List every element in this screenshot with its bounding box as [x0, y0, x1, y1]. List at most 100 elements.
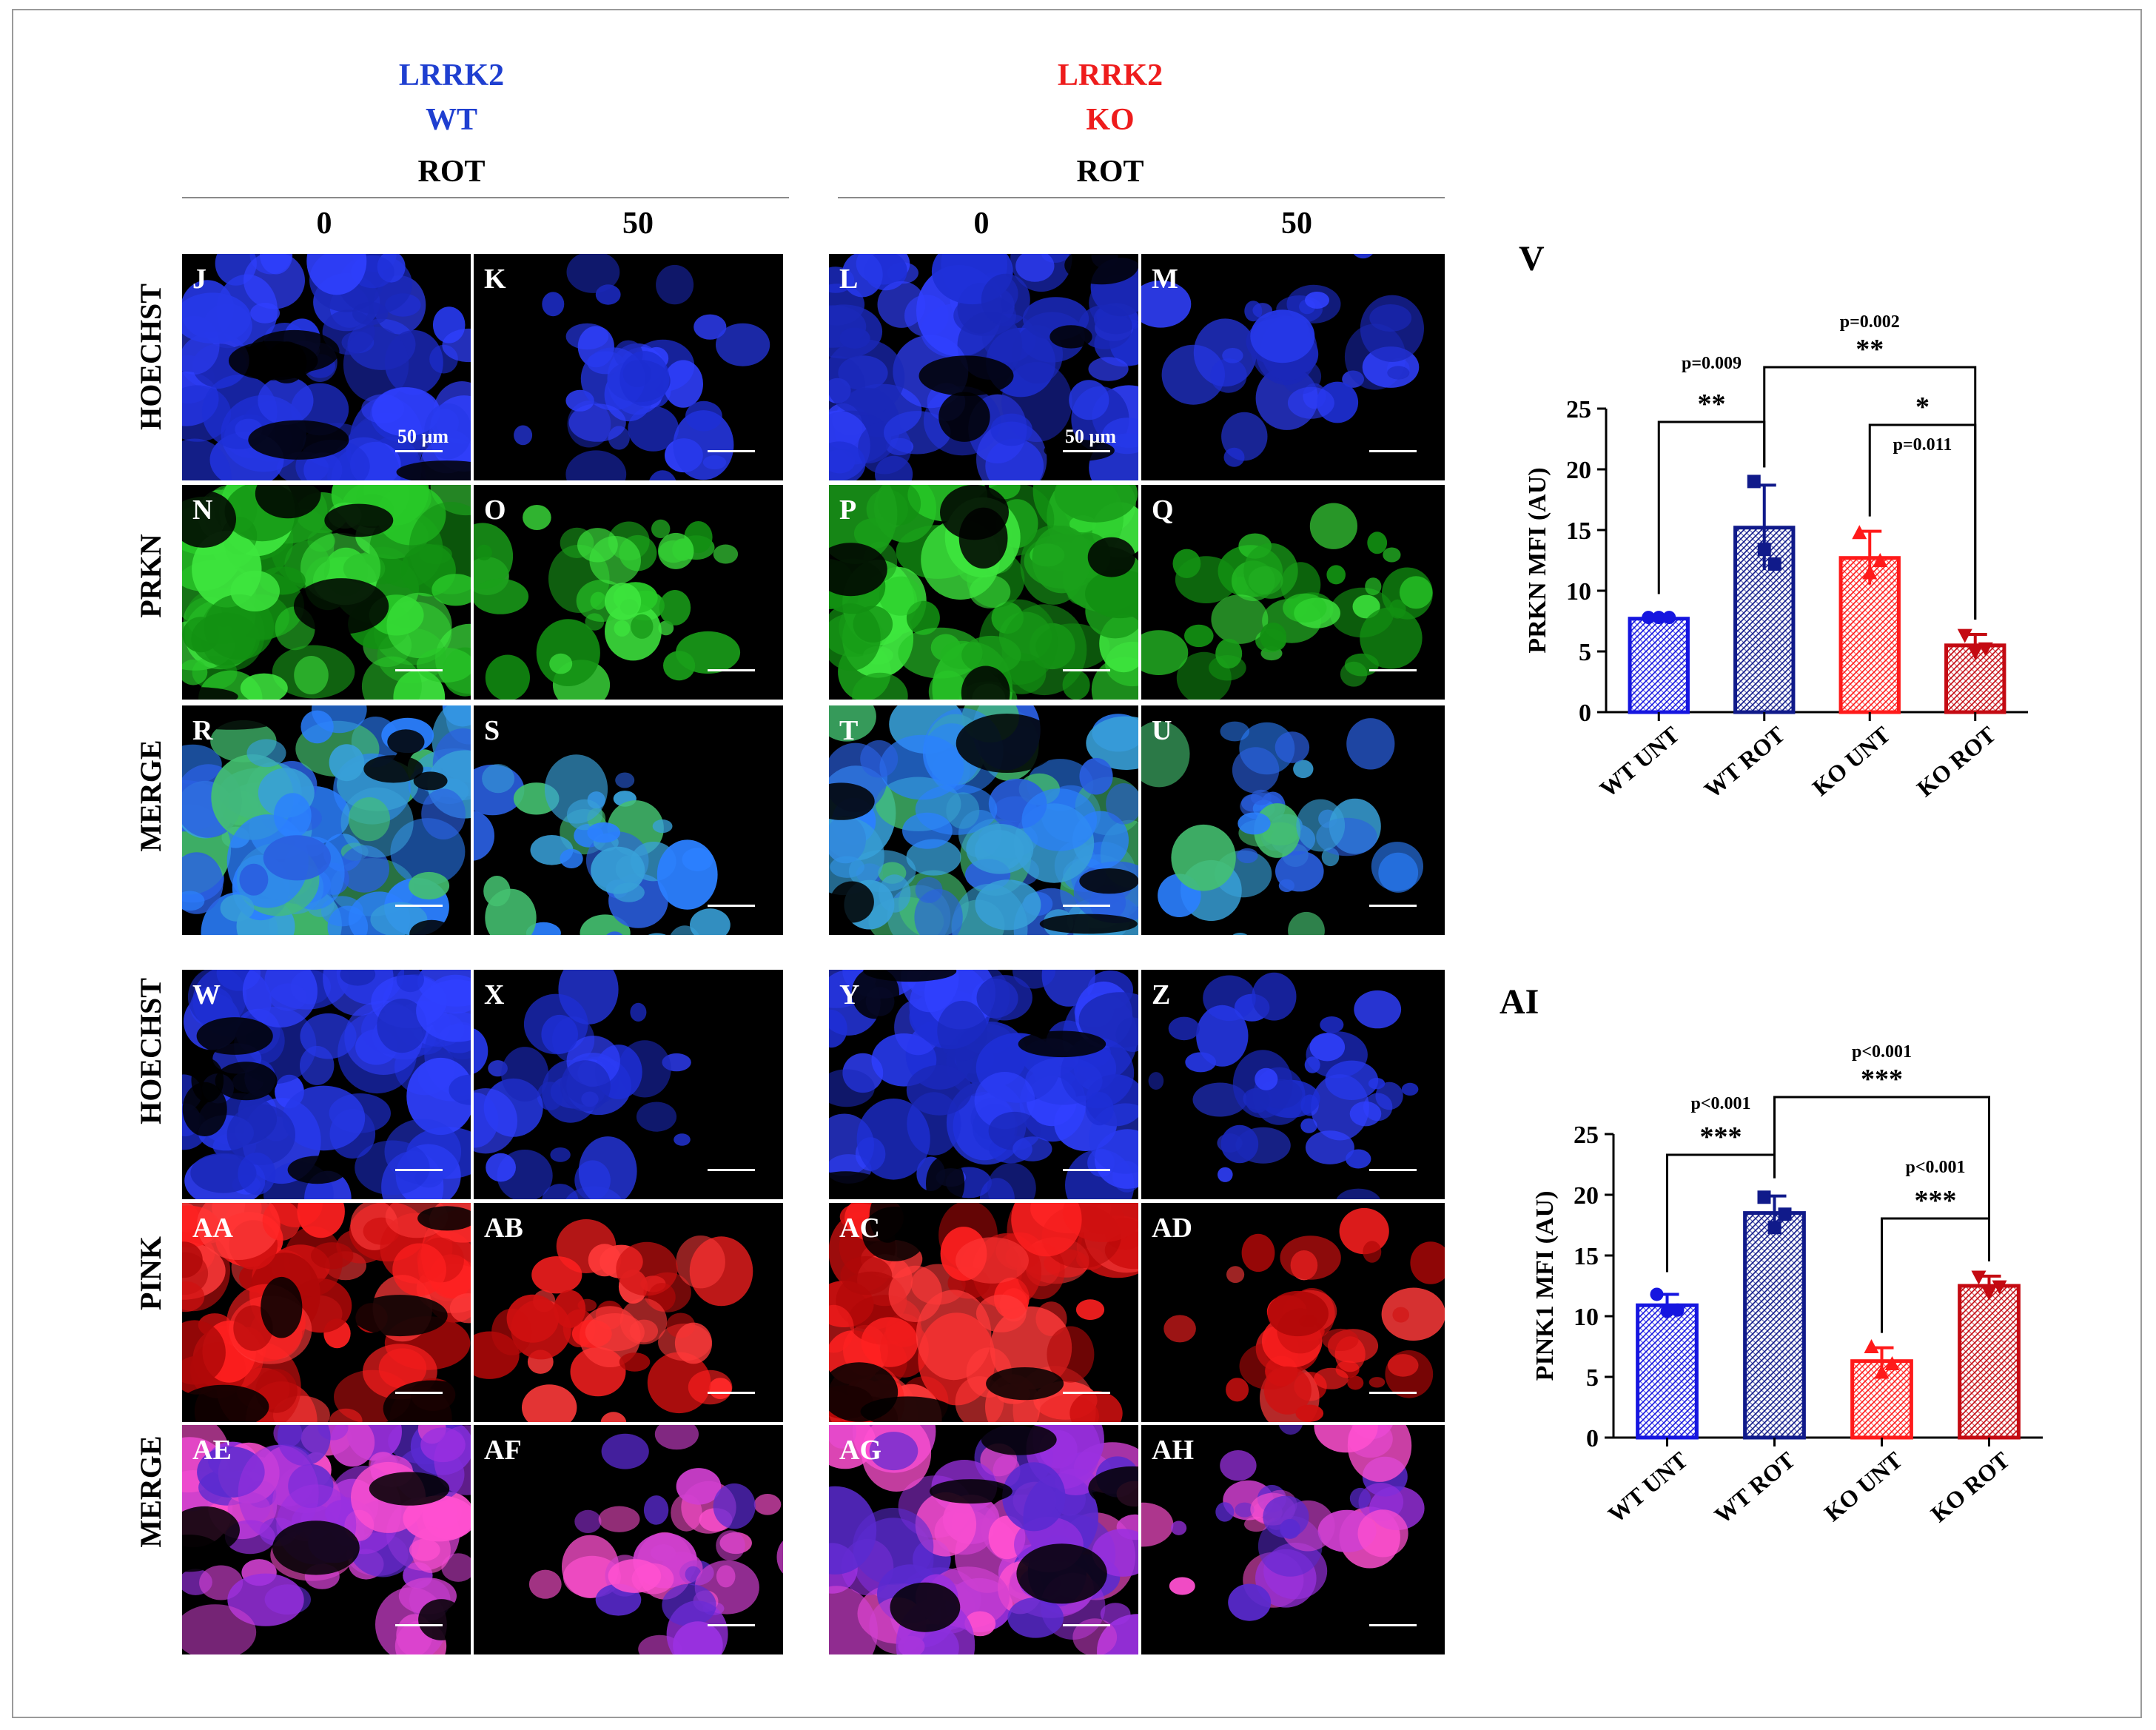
micrograph-panel-y: Y: [829, 970, 1138, 1199]
ko-header-line2: KO: [1086, 103, 1135, 137]
data-point: [1660, 1304, 1674, 1318]
micrograph-texture: [528, 1425, 783, 1654]
scale-bar: [395, 905, 443, 907]
micrograph-texture: [829, 485, 1138, 700]
scale-bar: [1063, 1169, 1110, 1171]
y-tick-label: 5: [1579, 639, 1591, 666]
data-point: [1650, 1287, 1664, 1301]
micrograph-texture: [829, 705, 1138, 935]
row-label-pink: PINK: [134, 1236, 167, 1310]
micrograph-panel-n: N: [182, 485, 471, 700]
data-point: [1971, 1270, 1987, 1285]
scale-bar: [395, 1392, 443, 1394]
micrograph-texture: [474, 754, 731, 935]
scale-bar: [395, 1169, 443, 1171]
data-point: [1852, 525, 1867, 540]
micrograph-texture: [1141, 503, 1433, 700]
chart-label-ai: AI: [1500, 982, 1539, 1022]
data-point: [1642, 611, 1656, 625]
micrograph-texture: [182, 705, 471, 935]
x-tick-label: WT UNT: [1594, 721, 1684, 802]
x-tick-label: KO ROT: [1925, 1446, 2015, 1527]
y-tick-label: 20: [1566, 457, 1591, 484]
micrograph-panel-m: M: [1141, 254, 1445, 480]
scale-bar: [1369, 1392, 1417, 1394]
x-tick-label: KO UNT: [1807, 721, 1895, 801]
bar-wt-rot: [1743, 1211, 1806, 1440]
micrograph-texture: [1141, 718, 1423, 935]
bar-wt-unt: [1636, 1303, 1699, 1440]
micrograph-texture: [182, 485, 471, 700]
micrograph-panel-ab: AB: [474, 1203, 783, 1422]
conc-wt-50: 50: [622, 207, 654, 241]
scale-bar: [1369, 1624, 1417, 1626]
micrograph-texture: [182, 970, 471, 1199]
row-label-merge-1: MERGE: [134, 740, 167, 852]
significance-stars: *: [1915, 392, 1930, 423]
scale-bar: [708, 669, 755, 671]
data-point: [1873, 553, 1888, 567]
scale-bar: [708, 450, 755, 452]
micrograph-panel-aa: AA: [182, 1203, 471, 1422]
y-tick-label: 25: [1574, 1122, 1599, 1149]
panel-letter: Q: [1152, 494, 1174, 526]
micrograph-panel-r: R: [182, 705, 471, 935]
wt-header-line1: LRRK2: [398, 58, 505, 93]
y-tick-label: 0: [1579, 700, 1591, 727]
micrograph-panel-q: Q: [1141, 485, 1445, 700]
micrograph-texture: [1141, 254, 1424, 467]
ko-header-divider: [838, 197, 1445, 198]
panel-letter: AH: [1152, 1435, 1194, 1466]
p-value-label: p<0.001: [1852, 1042, 1912, 1062]
micrograph-panel-o: O: [474, 485, 783, 700]
data-point: [1767, 557, 1781, 571]
ko-genotype-header: LRRK2 KO: [1014, 53, 1206, 142]
micrograph-panel-s: S: [474, 705, 783, 935]
p-value-label: p<0.001: [1905, 1158, 1965, 1177]
prkn-bar-chart: 0 5 10 15 20 25 PRKN MFI (AU) WT UNT WT ROT KO UN…: [1524, 312, 2028, 803]
micrograph-panel-w: W: [182, 970, 471, 1199]
micrograph-panel-u: U: [1141, 705, 1445, 935]
y-axis-label: PINK1 MFI (AU): [1531, 1191, 1559, 1381]
y-tick-label: 0: [1586, 1425, 1599, 1452]
significance-bracket: [1773, 1096, 1990, 1261]
panel-letter: N: [192, 494, 213, 526]
data-point: [1874, 1364, 1890, 1379]
micrograph-panel-ac: AC: [829, 1203, 1138, 1422]
panel-letter: J: [192, 264, 206, 295]
scale-bar: [1063, 669, 1110, 671]
panel-letter: AD: [1152, 1213, 1192, 1244]
panel-letter: AA: [192, 1213, 233, 1244]
data-point: [1992, 1280, 2007, 1295]
x-tick-label: KO ROT: [1912, 721, 2001, 802]
wt-genotype-header: LRRK2 WT: [355, 53, 548, 142]
micrograph-panel-ad: AD: [1141, 1203, 1445, 1422]
scale-bar: [395, 669, 443, 671]
conc-ko-0: 0: [973, 207, 990, 241]
y-axis-label: PRKN MFI (AU): [1524, 467, 1551, 653]
pink1-bar-chart: 0 5 10 15 20 25 PINK1 MFI (AU) WT UNT WT ROT KO U…: [1531, 1042, 2043, 1529]
p-value-label: p=0.009: [1682, 354, 1742, 373]
figure-frame: [12, 9, 2142, 1718]
micrograph-panel-x: X: [474, 970, 783, 1199]
micrograph-texture: [829, 254, 1138, 480]
data-point: [1981, 1286, 1997, 1301]
data-point: [1652, 611, 1666, 625]
scale-bar: [1063, 1624, 1110, 1626]
scale-bar: [1369, 905, 1417, 907]
panel-letter: AB: [484, 1213, 523, 1244]
data-point: [1757, 1190, 1771, 1204]
y-tick-label: 10: [1566, 578, 1591, 606]
scale-bar: [708, 905, 755, 907]
micrograph-panel-p: P: [829, 485, 1138, 700]
data-point: [1957, 628, 1972, 643]
micrograph-panel-af: AF: [474, 1425, 783, 1654]
micrograph-panel-z: Z: [1141, 970, 1445, 1199]
y-tick-label: 15: [1566, 517, 1591, 545]
significance-stars: ***: [1700, 1122, 1742, 1153]
micrograph-panel-j: J 50 µm: [182, 254, 471, 480]
x-tick-label: WT ROT: [1709, 1446, 1800, 1529]
micrograph-texture: [474, 505, 741, 700]
panel-letter: T: [839, 715, 859, 746]
micrograph-texture: [1141, 1425, 1425, 1621]
